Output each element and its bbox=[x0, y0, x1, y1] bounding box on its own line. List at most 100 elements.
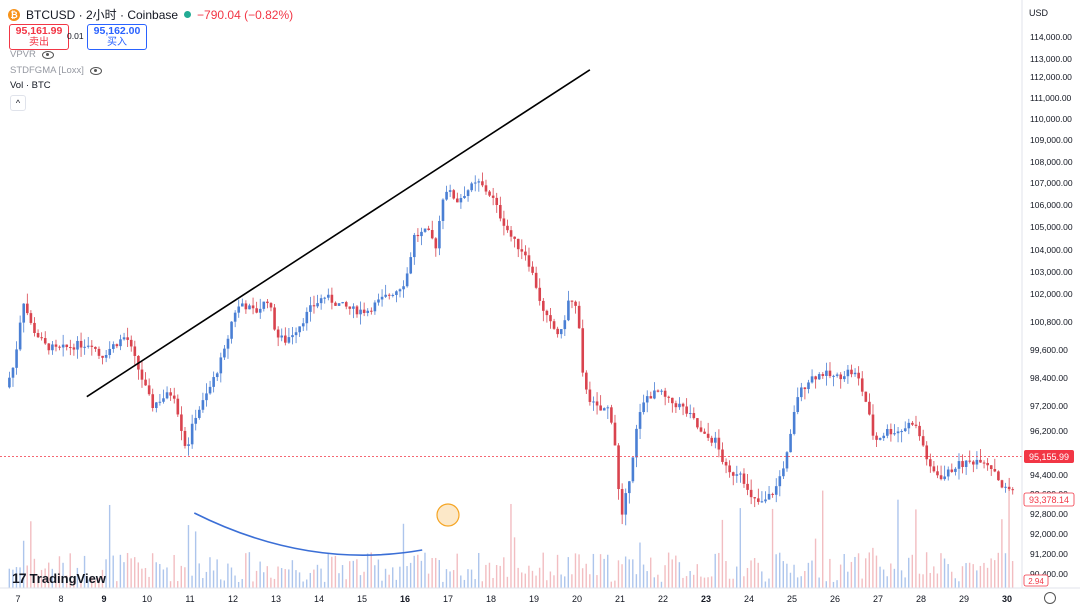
volume-bar bbox=[370, 552, 372, 588]
volume-bar bbox=[578, 554, 580, 588]
candle-body bbox=[40, 337, 43, 339]
symbol-title[interactable]: BTCUSD · 2小时 · Coinbase bbox=[26, 8, 179, 22]
volume-bar bbox=[166, 567, 168, 588]
candle-body bbox=[133, 346, 137, 356]
volume-highlight-marker[interactable] bbox=[436, 503, 460, 527]
buy-button[interactable]: 95,162.00 买入 bbox=[87, 24, 147, 50]
volume-bar bbox=[782, 561, 784, 588]
time-axis[interactable]: 7 8 9 10 11 12 13 14 15 16 17 18 19 20 21 22 23 24 25 26 27 2… bbox=[15, 594, 1012, 604]
candle-body bbox=[893, 433, 896, 435]
candle-body bbox=[843, 376, 846, 380]
volume-arc-drawing[interactable] bbox=[193, 512, 423, 556]
tradingview-logo-icon: 17 bbox=[12, 570, 27, 586]
candle-body bbox=[685, 406, 688, 414]
candle-body bbox=[269, 303, 273, 308]
candle-body bbox=[531, 266, 534, 273]
candle-body bbox=[380, 296, 384, 300]
candle-body bbox=[79, 340, 83, 348]
sell-button[interactable]: 95,161.99 卖出 bbox=[9, 24, 69, 50]
drawings[interactable] bbox=[86, 69, 591, 556]
volume-bar bbox=[893, 568, 896, 588]
price-tick-label: 102,000.00 bbox=[1030, 289, 1073, 299]
volume-bar bbox=[929, 572, 931, 588]
tradingview-logo[interactable]: 17 TradingView bbox=[12, 570, 106, 586]
indicator-vpvr[interactable]: VPVR bbox=[10, 49, 54, 60]
volume-bar bbox=[338, 573, 340, 588]
volume-bar bbox=[743, 576, 745, 588]
candle-body bbox=[703, 431, 706, 434]
candle-body bbox=[817, 374, 821, 380]
volume-bar bbox=[632, 559, 634, 588]
time-tick-label: 21 bbox=[615, 594, 625, 604]
volume-bar bbox=[291, 560, 294, 588]
visibility-eye-icon[interactable] bbox=[41, 50, 54, 59]
volume-bar bbox=[331, 556, 333, 588]
volume-bar bbox=[266, 566, 268, 588]
volume-bar bbox=[925, 552, 928, 588]
candle-body bbox=[871, 414, 875, 436]
candle-body bbox=[828, 370, 832, 377]
volume-bar bbox=[940, 553, 942, 588]
volume-bar bbox=[675, 555, 677, 588]
collapse-legend-button[interactable]: ^ bbox=[10, 95, 26, 111]
volume-bar bbox=[728, 578, 731, 588]
candle-body bbox=[251, 305, 255, 309]
time-tick-label: 10 bbox=[142, 594, 152, 604]
volume-bar bbox=[467, 569, 469, 588]
volume-bar bbox=[460, 575, 462, 588]
candle-body bbox=[413, 234, 416, 258]
volume-bar bbox=[664, 565, 666, 588]
gear-icon[interactable] bbox=[1044, 592, 1056, 604]
volume-bar bbox=[263, 572, 265, 588]
volume-bar bbox=[488, 562, 491, 588]
time-tick-label: 17 bbox=[443, 594, 453, 604]
currency-selector[interactable]: USD bbox=[1029, 8, 1049, 18]
volume-bar bbox=[624, 556, 627, 588]
trendline[interactable] bbox=[86, 69, 591, 398]
symbol-header[interactable]: ₿ BTCUSD · 2小时 · Coinbase −790.04 (−0.82… bbox=[8, 6, 293, 23]
candle-body bbox=[276, 329, 280, 338]
candle-body bbox=[792, 411, 796, 434]
candle-body bbox=[291, 335, 294, 338]
price-tick-label: 90,400.00 bbox=[1030, 569, 1068, 579]
volume-bar bbox=[718, 552, 720, 588]
candle-body bbox=[814, 376, 817, 380]
candle-body bbox=[997, 471, 1000, 481]
candle-body bbox=[864, 391, 868, 402]
volume-bar bbox=[155, 562, 157, 588]
volume-bar bbox=[868, 552, 870, 588]
volume-bar bbox=[273, 578, 276, 588]
volume-bar bbox=[915, 509, 917, 588]
candle-body bbox=[176, 398, 180, 415]
volume-bar bbox=[818, 577, 820, 588]
volume-bar bbox=[234, 575, 236, 588]
indicator-volume[interactable]: Vol · BTC bbox=[10, 80, 51, 91]
volume-bar bbox=[180, 565, 182, 588]
candle-body bbox=[481, 181, 484, 186]
volume-bar bbox=[76, 567, 79, 588]
volume-bar bbox=[69, 553, 71, 588]
time-tick-label: 11 bbox=[185, 594, 194, 604]
visibility-eye-icon[interactable] bbox=[89, 66, 102, 75]
volume-bar bbox=[470, 569, 473, 588]
candle-body bbox=[839, 374, 843, 380]
volume-bar bbox=[764, 581, 767, 588]
volume-bar bbox=[259, 561, 261, 588]
candle-body bbox=[373, 302, 377, 312]
candle-body bbox=[896, 431, 900, 434]
candle-body bbox=[438, 220, 441, 249]
candle-body bbox=[1007, 486, 1011, 490]
price-tick-label: 104,000.00 bbox=[1030, 245, 1073, 255]
price-tick-label: 111,000.00 bbox=[1030, 93, 1072, 103]
candle-body bbox=[735, 474, 739, 476]
volume-bar bbox=[564, 576, 566, 588]
candle-body bbox=[8, 377, 11, 388]
volume-bar bbox=[478, 552, 480, 588]
candle-body bbox=[868, 401, 871, 415]
indicator-stdfgma[interactable]: STDFGMA [Loxx] bbox=[10, 65, 102, 76]
candlesticks bbox=[8, 172, 1015, 526]
candle-body bbox=[524, 251, 527, 256]
candle-body bbox=[753, 497, 757, 499]
candle-body bbox=[452, 190, 456, 199]
